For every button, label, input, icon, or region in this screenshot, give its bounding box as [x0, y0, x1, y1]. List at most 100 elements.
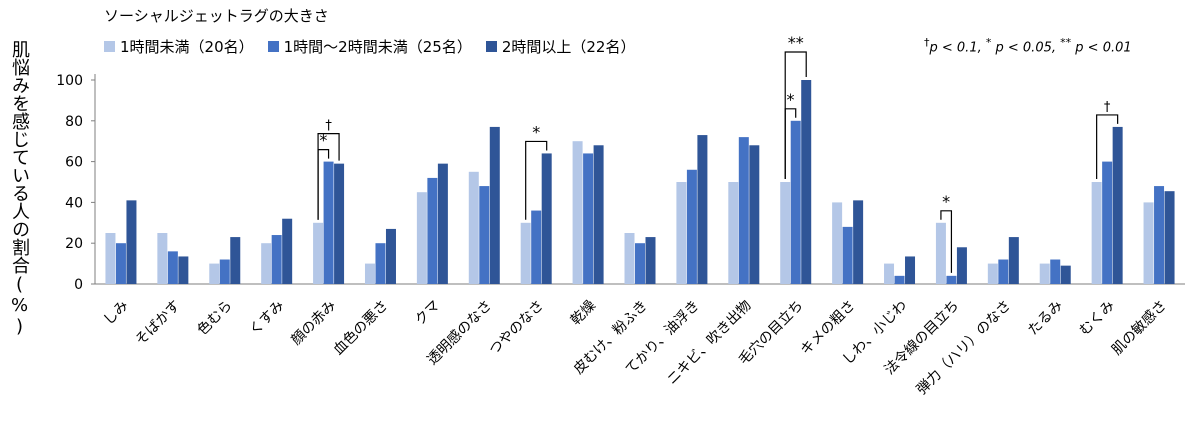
bar-series-1: [1143, 202, 1154, 284]
bar-series-1: [676, 182, 687, 284]
bar-series-1: [313, 222, 324, 284]
bar-series-1: [520, 222, 531, 284]
bar-series-2: [167, 251, 178, 284]
bar-series-1: [364, 263, 375, 284]
y-tick-label: 40: [65, 195, 83, 211]
dagger-symbol: †: [924, 36, 930, 49]
legend-swatch-series-1: [104, 41, 115, 52]
significance-bracket: [1096, 114, 1119, 179]
legend: 1時間未満（20名） 1時間～2時間未満（25名） 2時間以上（22名）: [104, 36, 635, 57]
bar-series-3: [749, 145, 760, 284]
significance-bracket: [525, 140, 548, 220]
bar-series-3: [489, 126, 500, 284]
x-tick-label: むくみ: [1077, 298, 1118, 339]
bar-series-1: [157, 233, 168, 284]
bar-series-1: [261, 243, 272, 284]
significance-label: *: [319, 131, 327, 150]
x-tick-label: くすみ: [246, 298, 287, 339]
y-tick-label: 100: [56, 73, 83, 89]
significance-label: *: [942, 192, 950, 211]
bar-series-3: [956, 247, 967, 284]
bar-series-1: [105, 233, 116, 284]
bar-series-1: [780, 182, 791, 284]
bar-series-2: [219, 259, 230, 284]
legend-swatch-series-3: [485, 41, 497, 52]
bar-series-3: [1112, 126, 1123, 284]
bar-series-2: [115, 243, 126, 284]
bar-series-3: [178, 256, 189, 284]
x-tick-label: 肌の敏感さ: [1108, 297, 1170, 359]
bar-series-3: [697, 135, 708, 284]
bar-series-2: [531, 210, 542, 284]
double-star-symbol: **: [1060, 36, 1072, 49]
bar-series-1: [987, 263, 998, 284]
bar-series-2: [375, 243, 386, 284]
bar-series-1: [416, 192, 427, 284]
bar-series-2: [1050, 259, 1061, 284]
bar-series-2: [1154, 186, 1165, 284]
bar-series-1: [624, 233, 635, 284]
bar-series-3: [437, 163, 448, 284]
significance-label: *: [532, 122, 540, 141]
bar-series-2: [479, 186, 490, 284]
bar-series-1: [935, 222, 946, 284]
legend-label-series-2: 1時間～2時間未満（25名）: [283, 38, 472, 56]
x-tick-label: 弾力（ハリ）のなさ: [914, 298, 1014, 398]
y-tick-label: 20: [65, 236, 83, 252]
x-tick-label: クマ: [412, 298, 443, 329]
star-text: p < 0.05,: [995, 40, 1057, 56]
bar-series-3: [1060, 265, 1071, 284]
bar-series-2: [738, 137, 749, 284]
significance-bracket: [784, 51, 807, 179]
y-tick-label: 80: [65, 114, 83, 130]
legend-swatch-series-2: [267, 41, 279, 52]
x-tick-label: たるみ: [1025, 298, 1066, 339]
legend-label-series-1: 1時間未満（20名）: [120, 38, 254, 56]
significance-bracket: [940, 210, 953, 273]
bar-series-2: [946, 275, 957, 284]
bar-series-1: [832, 202, 843, 284]
x-tick-label: しみ: [101, 298, 132, 329]
legend-label-series-3: 2時間以上（22名）: [501, 38, 636, 56]
bar-series-3: [282, 218, 293, 284]
dagger-text: p < 0.1,: [929, 40, 982, 56]
bar-series-3: [1008, 237, 1019, 284]
significance-note: †p < 0.1, * p < 0.05, ** p < 0.01: [924, 36, 1132, 55]
bar-series-3: [905, 256, 916, 284]
bar-series-1: [468, 171, 479, 284]
bar-series-3: [645, 237, 656, 284]
legend-title: ソーシャルジェットラグの大きさ: [104, 7, 329, 25]
legend-item-series-2: 1時間～2時間未満（25名）: [267, 36, 472, 57]
y-tick-label: 0: [74, 277, 83, 293]
bar-series-3: [593, 145, 604, 284]
bar-series-1: [884, 263, 895, 284]
bar-series-2: [583, 153, 594, 284]
bar-series-1: [1091, 182, 1102, 284]
significance-label: *: [786, 90, 794, 109]
bar-series-3: [1164, 191, 1175, 284]
bar-series-2: [842, 226, 853, 284]
bar-series-3: [126, 200, 137, 284]
significance-label: †: [325, 119, 332, 134]
x-tick-label: そばかす: [133, 298, 184, 349]
bar-series-1: [1039, 263, 1050, 284]
bar-series-2: [894, 275, 905, 284]
x-tick-label: つやのなさ: [486, 298, 547, 359]
bar-series-3: [385, 228, 396, 284]
bar-series-2: [323, 161, 334, 284]
bar-series-2: [427, 177, 438, 284]
legend-item-series-3: 2時間以上（22名）: [485, 36, 636, 57]
significance-label: **: [788, 33, 804, 52]
bar-series-2: [686, 169, 697, 284]
star-symbol: *: [985, 36, 992, 49]
x-tick-label: 乾燥: [568, 298, 599, 329]
bar-series-1: [728, 182, 739, 284]
bar-series-2: [1102, 161, 1113, 284]
bar-series-3: [230, 237, 241, 284]
bar-series-2: [271, 235, 282, 284]
y-axis-label: 肌悩みを感じている人の割合(%): [9, 40, 30, 337]
x-tick-label: 色むら: [194, 297, 236, 339]
bar-series-3: [541, 153, 552, 284]
bar-series-1: [572, 141, 583, 284]
